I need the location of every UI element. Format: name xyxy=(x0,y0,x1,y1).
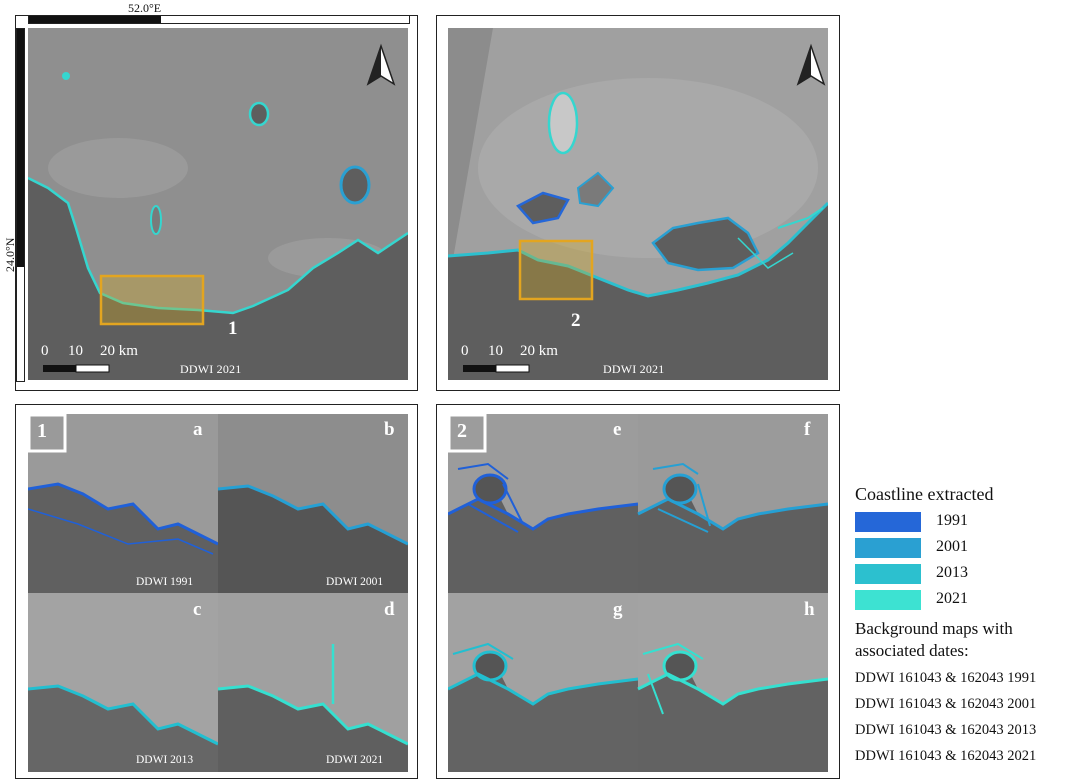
subpanel-letter-f: f xyxy=(804,419,811,440)
map-caption: DDWI 2021 xyxy=(603,362,665,376)
detail-panel-1: 1 a b c d DDWI 1991 DDWI 2001 DDWI 2013 … xyxy=(15,404,418,779)
legend-entry-1991: 1991 xyxy=(855,512,1055,534)
detail-badge-2: 2 xyxy=(457,420,467,442)
area-label-2: 2 xyxy=(571,310,581,331)
legend-bg-date-1991: DDWI 161043 & 162043 1991 xyxy=(855,670,1037,686)
overview-panel-left: 52.0°E 24.0°N xyxy=(3,1,418,391)
scale-label-10: 10 xyxy=(68,343,83,359)
scale-label-0: 0 xyxy=(41,343,49,359)
scale-label-0: 0 xyxy=(461,343,469,359)
left-coordinate-label: 24.0°N xyxy=(3,237,17,272)
north-arrow-icon xyxy=(366,43,396,86)
map-caption: DDWI 2021 xyxy=(180,362,242,376)
top-coordinate-label: 52.0°E xyxy=(128,1,162,15)
legend-bg-title-line2: associated dates: xyxy=(855,641,969,660)
legend-swatch xyxy=(855,538,921,558)
overview-map-left: 1 0 10 20 km DDWI 2021 xyxy=(28,28,408,380)
legend-entry-2021: 2021 xyxy=(855,590,1055,612)
legend-bg-date-2001: DDWI 161043 & 162043 2001 xyxy=(855,696,1037,712)
legend-swatch xyxy=(855,564,921,584)
subpanel-caption-a: DDWI 1991 xyxy=(136,576,194,588)
legend: Coastline extracted 1991 2001 2013 2021 … xyxy=(855,484,1060,774)
subpanel-caption-d: DDWI 2021 xyxy=(326,754,384,766)
subpanel-letter-d: d xyxy=(384,599,395,620)
subpanel-letter-c: c xyxy=(193,599,202,620)
subpanel-caption-c: DDWI 2013 xyxy=(136,754,194,766)
subpanel-letter-b: b xyxy=(384,419,395,440)
legend-year: 1991 xyxy=(936,512,968,529)
left-coordinate-bar xyxy=(16,28,25,382)
legend-year: 2013 xyxy=(936,564,968,581)
legend-entry-2001: 2001 xyxy=(855,538,1055,560)
scale-label-20km: 20 km xyxy=(100,343,138,359)
legend-year: 2001 xyxy=(936,538,968,555)
legend-bg-title-line1: Background maps with xyxy=(855,619,1013,638)
north-arrow-icon xyxy=(796,43,826,86)
legend-swatch xyxy=(855,590,921,610)
legend-bg-date-2013: DDWI 161043 & 162043 2013 xyxy=(855,722,1037,738)
legend-bg-date-2021: DDWI 161043 & 162043 2021 xyxy=(855,748,1037,764)
detail-badge-1: 1 xyxy=(37,420,47,442)
detail-grid-1: 1 a b c d DDWI 1991 DDWI 2001 DDWI 2013 … xyxy=(28,414,408,772)
scale-label-10: 10 xyxy=(488,343,503,359)
subpanel-letter-g: g xyxy=(613,599,623,620)
scale-label-20km: 20 km xyxy=(520,343,558,359)
subpanel-caption-b: DDWI 2001 xyxy=(326,576,384,588)
top-coordinate-bar xyxy=(28,15,410,24)
legend-title: Coastline extracted xyxy=(855,484,994,504)
detail-panel-2: 2 e f g h xyxy=(436,404,840,779)
legend-entry-2013: 2013 xyxy=(855,564,1055,586)
legend-swatch xyxy=(855,512,921,532)
area-label-1: 1 xyxy=(228,318,238,339)
overview-map-right: 2 0 10 20 km DDWI 2021 xyxy=(448,28,828,380)
overview-panel-right: 2 0 10 20 km DDWI 2021 xyxy=(436,15,840,391)
subpanel-letter-e: e xyxy=(613,419,622,440)
subpanel-letter-h: h xyxy=(804,599,815,620)
legend-year: 2021 xyxy=(936,590,968,607)
detail-grid-2: 2 e f g h xyxy=(448,414,828,772)
subpanel-letter-a: a xyxy=(193,419,203,440)
